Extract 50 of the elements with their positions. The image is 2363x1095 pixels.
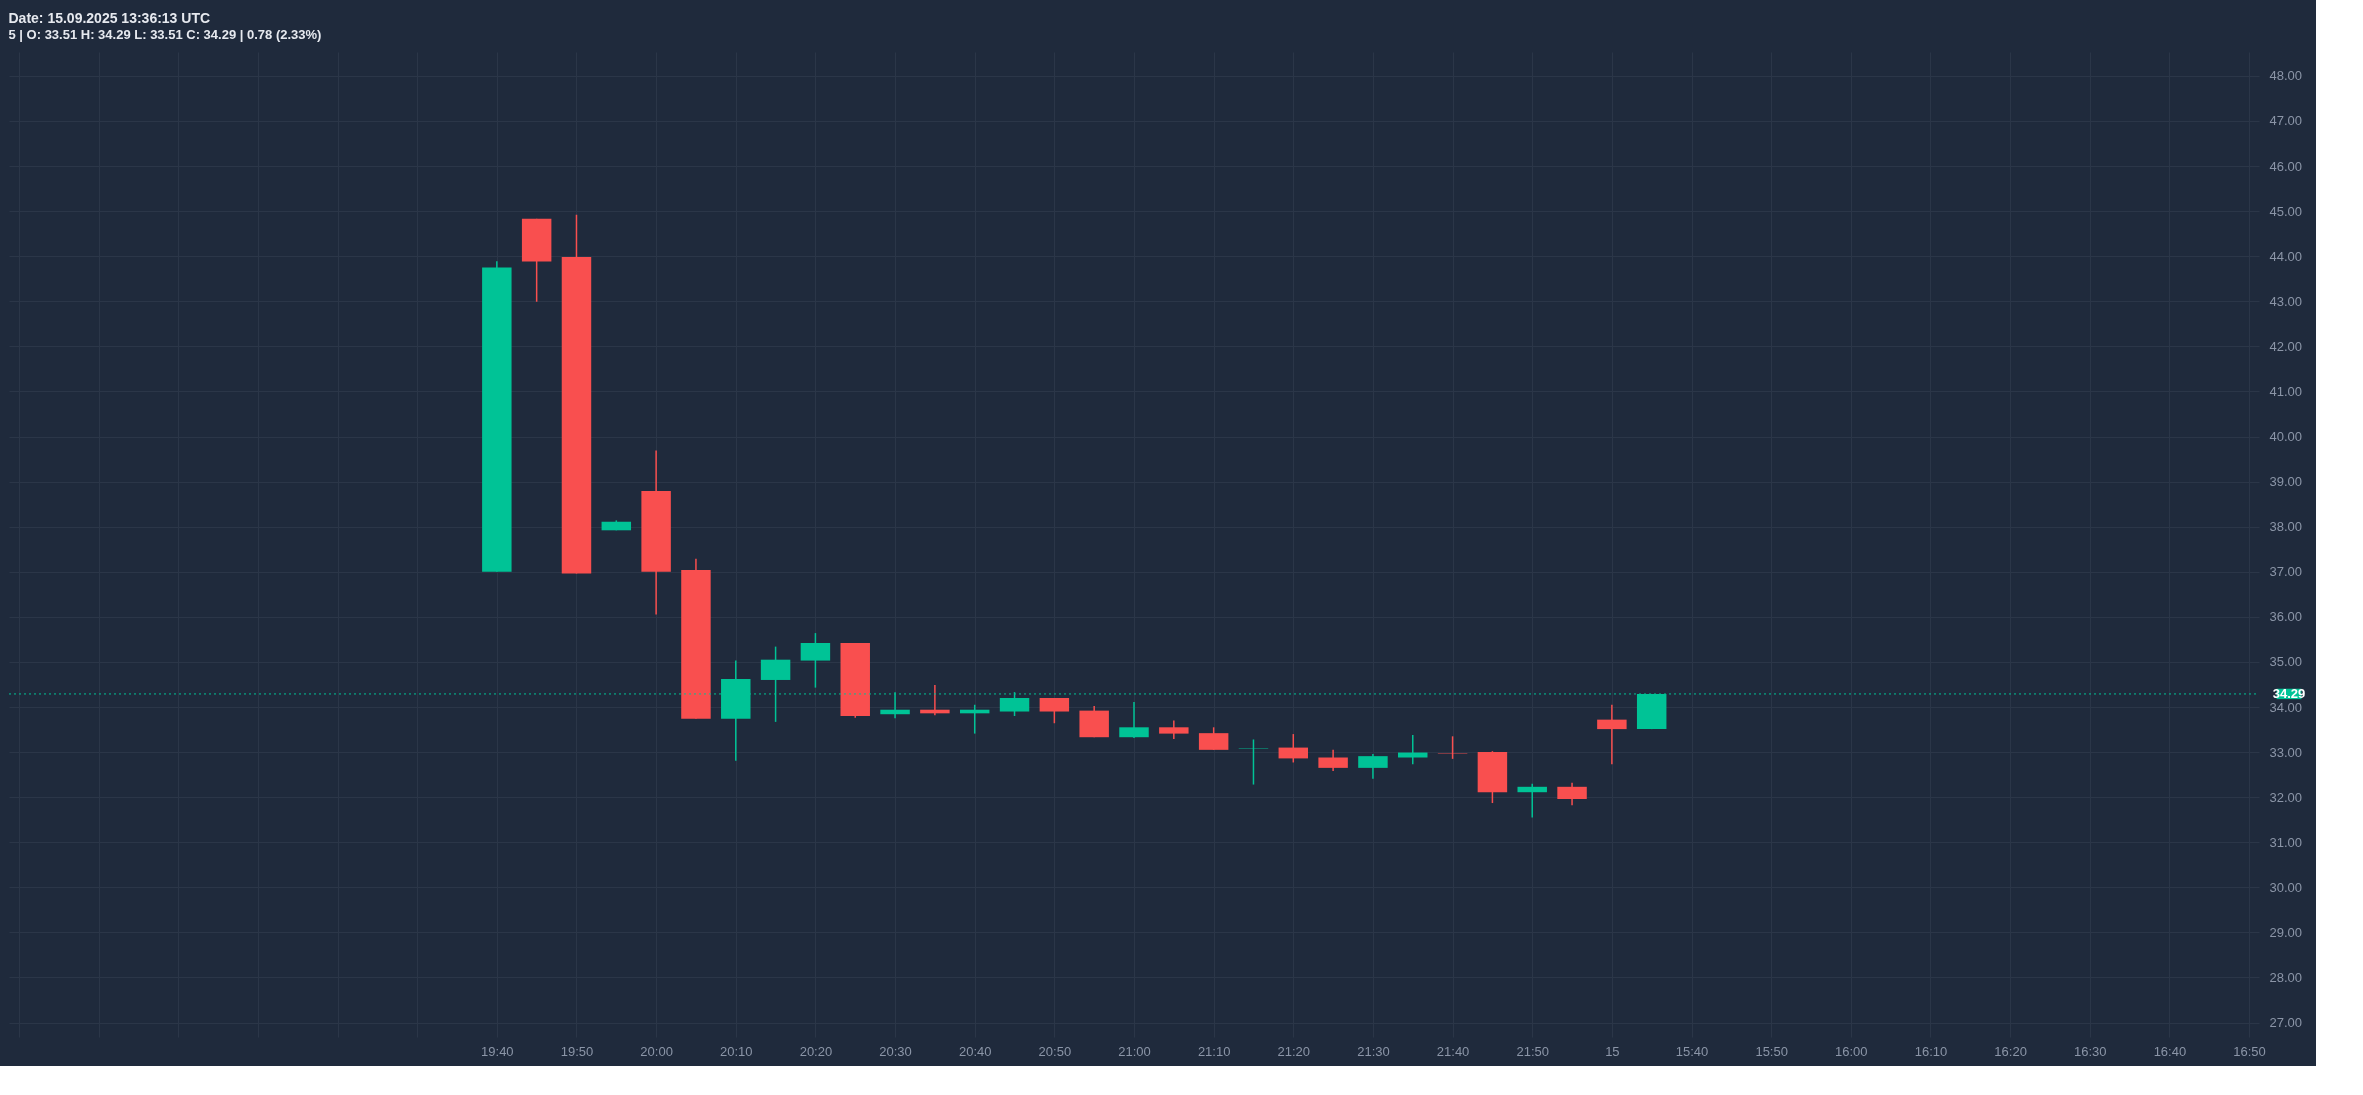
y-tick-label: 40.00 xyxy=(2269,429,2303,445)
y-tick-label: 39.00 xyxy=(2269,474,2303,490)
x-tick-label: 20:50 xyxy=(1038,1043,1072,1059)
x-tick-label: 21:10 xyxy=(1197,1043,1231,1059)
x-tick-label: 16:20 xyxy=(1994,1043,2027,1059)
candlestick xyxy=(1517,782,1547,819)
y-tick-label: 46.00 xyxy=(2269,158,2303,174)
y-tick-label: 47.00 xyxy=(2269,113,2303,129)
x-tick-label: 20:20 xyxy=(799,1043,833,1059)
x-tick-label: 21:40 xyxy=(1436,1043,1470,1059)
y-tick-label: 29.00 xyxy=(2269,924,2303,940)
x-tick-label: 15 xyxy=(1605,1043,1620,1059)
candlestick xyxy=(1597,704,1627,766)
text: 5 | O: 33.51 H: 34.29 L: 33.51 C: 34.29 | 0.78 (2.33%) xyxy=(8,27,322,42)
y-tick-label: 31.00 xyxy=(2269,834,2303,850)
x-tick-label: 15:50 xyxy=(1755,1043,1788,1059)
x-tick-label: 16:40 xyxy=(2153,1043,2187,1059)
y-tick-label: 45.00 xyxy=(2269,203,2303,219)
y-tick-label: 32.00 xyxy=(2269,789,2303,805)
x-tick-label: 21:50 xyxy=(1516,1043,1549,1059)
y-tick-label: 27.00 xyxy=(2269,1015,2303,1031)
y-tick-label: 48.00 xyxy=(2269,68,2303,84)
x-tick-label: 21:00 xyxy=(1118,1043,1151,1059)
text: Date: 15.09.2025 13:36:13 UTC xyxy=(8,10,211,26)
y-tick-label: 38.00 xyxy=(2269,519,2303,535)
x-tick-label: 20:10 xyxy=(720,1043,753,1059)
x-tick-label: 20:40 xyxy=(958,1043,992,1059)
x-tick-label: 20:00 xyxy=(640,1043,673,1059)
y-tick-label: 34.00 xyxy=(2269,699,2303,715)
x-tick-label: 21:20 xyxy=(1277,1043,1311,1059)
x-tick-label: 15:40 xyxy=(1675,1043,1709,1059)
x-tick-label: 16:10 xyxy=(1914,1043,1948,1059)
y-tick-label: 36.00 xyxy=(2269,609,2303,625)
x-tick-label: 21:30 xyxy=(1357,1043,1390,1059)
x-tick-label: 19:40 xyxy=(481,1043,514,1059)
x-tick-label: 16:50 xyxy=(2233,1043,2266,1059)
y-tick-label: 41.00 xyxy=(2269,383,2303,399)
y-tick-label: 28.00 xyxy=(2269,969,2303,985)
y-tick-label: 30.00 xyxy=(2269,879,2303,895)
y-tick-label: 42.00 xyxy=(2269,338,2303,354)
y-tick-label: 37.00 xyxy=(2269,564,2303,580)
x-tick-label: 20:30 xyxy=(879,1043,912,1059)
y-tick-label: 44.00 xyxy=(2269,248,2303,264)
y-tick-label: 33.00 xyxy=(2269,744,2303,760)
y-tick-label: 35.00 xyxy=(2269,654,2303,670)
x-tick-label: 16:00 xyxy=(1835,1043,1868,1059)
x-tick-label: 19:50 xyxy=(560,1043,594,1059)
candlestick xyxy=(1398,734,1428,766)
y-tick-label: 43.00 xyxy=(2269,293,2303,309)
x-tick-label: 16:30 xyxy=(2073,1043,2107,1059)
